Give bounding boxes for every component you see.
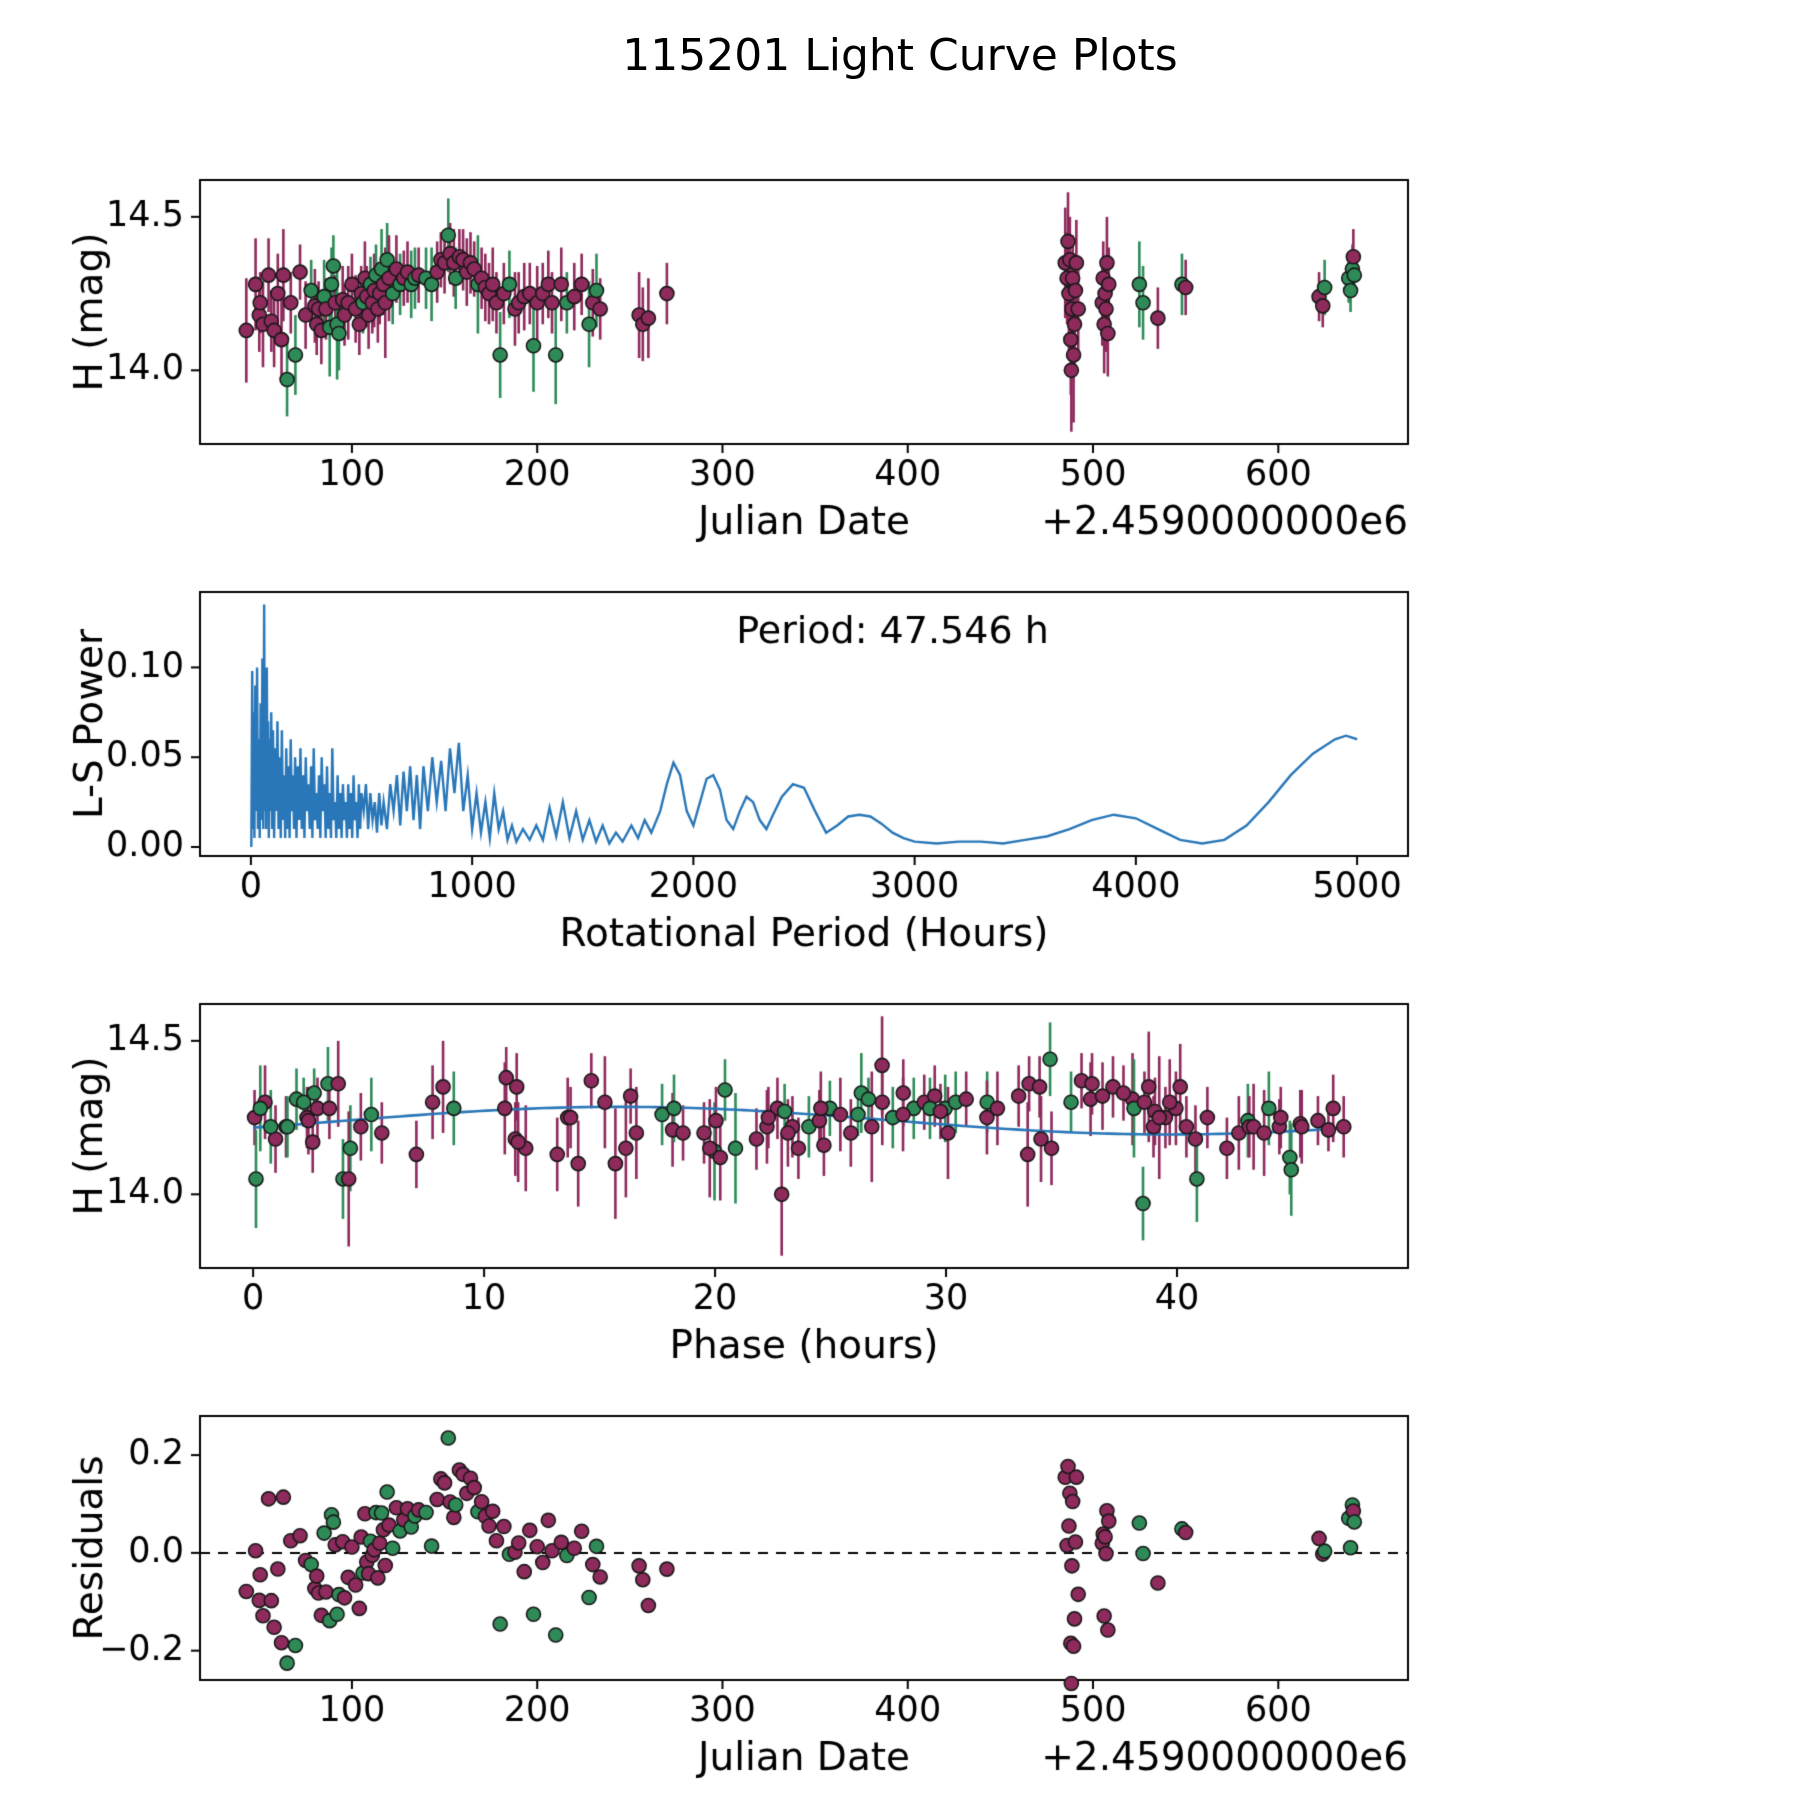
residuals-chart [0,1388,1800,1800]
periodogram-chart [0,564,1800,976]
light-curve-chart [0,152,1800,564]
phase-folded-chart [0,976,1800,1388]
figure-title: 115201 Light Curve Plots [622,30,1178,81]
